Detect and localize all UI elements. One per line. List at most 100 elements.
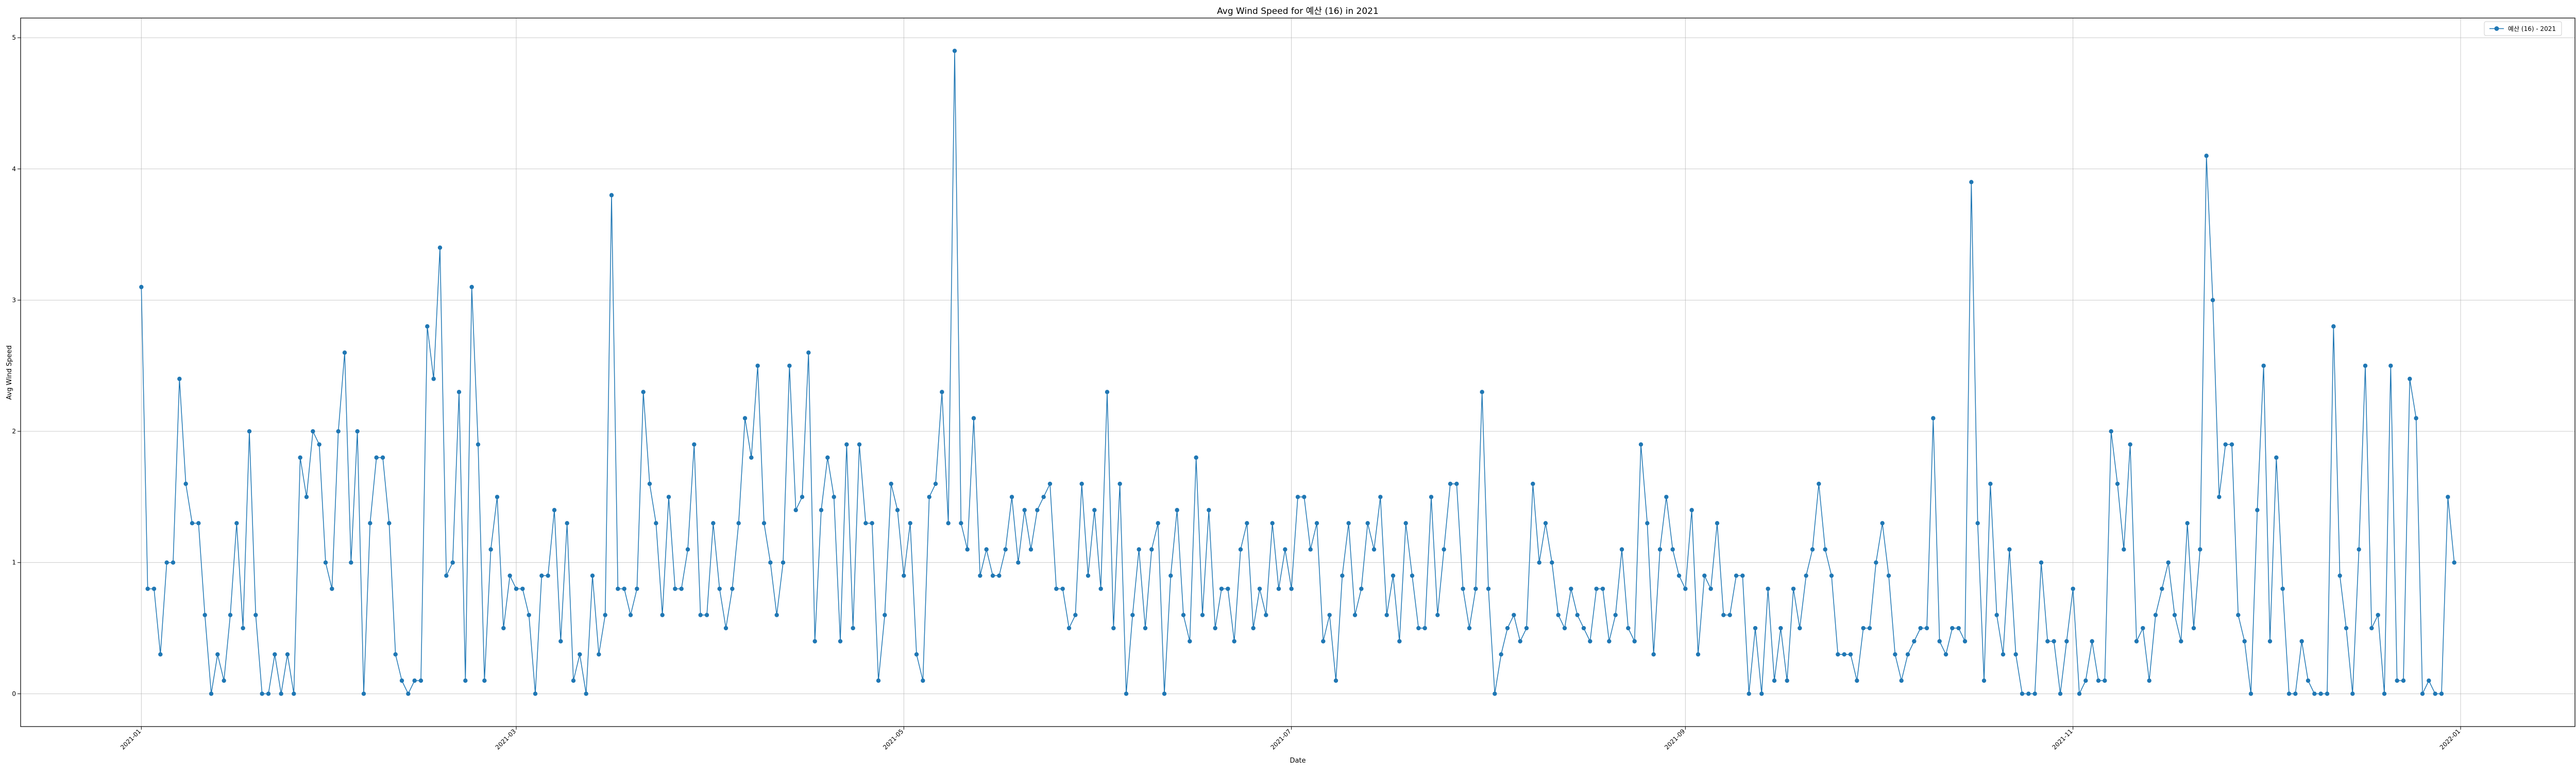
data-point [1829, 573, 1834, 578]
data-point [323, 560, 328, 565]
data-point [2026, 692, 2031, 696]
data-point [425, 324, 430, 329]
data-point [2306, 678, 2311, 683]
data-point [330, 586, 334, 591]
data-point [546, 573, 550, 578]
data-point [1276, 586, 1281, 591]
data-point [1391, 573, 1396, 578]
data-point [183, 481, 188, 486]
data-point [1734, 573, 1739, 578]
data-point [215, 652, 220, 657]
data-point [806, 350, 811, 355]
data-point [387, 521, 392, 526]
data-point [698, 613, 703, 617]
data-point [2382, 692, 2387, 696]
data-point [952, 48, 957, 53]
data-point [2166, 560, 2171, 565]
data-point [2128, 442, 2132, 447]
x-axis-label: Date [1290, 757, 1306, 765]
data-point [2446, 495, 2450, 499]
data-point [444, 573, 449, 578]
data-point [2071, 586, 2075, 591]
data-point [1613, 613, 1618, 617]
data-point [812, 639, 817, 644]
data-point [247, 429, 252, 434]
data-point [342, 350, 347, 355]
data-point [1207, 508, 1211, 513]
data-point [1937, 639, 1942, 644]
data-point [1893, 652, 1897, 657]
data-point [1537, 560, 1541, 565]
data-point [997, 573, 1002, 578]
data-point [1117, 481, 1122, 486]
data-point [1702, 573, 1707, 578]
data-point [1213, 626, 1217, 631]
data-point [1384, 613, 1389, 617]
data-point [832, 495, 836, 499]
data-point [1518, 639, 1522, 644]
data-point [2261, 363, 2266, 368]
data-point [2267, 639, 2273, 644]
data-point [1651, 652, 1656, 657]
data-point [552, 508, 557, 513]
data-point [597, 652, 601, 657]
data-point [1715, 521, 1720, 526]
data-point [2452, 560, 2456, 565]
data-point [1880, 521, 1885, 526]
data-point [151, 586, 157, 591]
data-point [1753, 626, 1758, 631]
data-point [2115, 481, 2120, 486]
data-point [234, 521, 239, 526]
data-point [578, 652, 582, 657]
data-point [755, 363, 760, 368]
data-point [1810, 547, 1815, 552]
data-point [2096, 678, 2101, 683]
data-point [1581, 626, 1586, 631]
data-point [488, 547, 493, 552]
data-point [2210, 298, 2215, 302]
data-point [1645, 521, 1650, 526]
data-point [412, 678, 417, 683]
data-point [2090, 639, 2094, 644]
data-point [1848, 652, 1853, 657]
data-point [2388, 363, 2393, 368]
data-point [2248, 692, 2253, 696]
y-tick-label: 4 [12, 165, 16, 173]
data-point [209, 692, 214, 696]
data-point [2217, 495, 2222, 499]
y-tick-label: 3 [12, 296, 16, 304]
data-point [2242, 639, 2247, 644]
plot-area-frame [20, 18, 2575, 727]
data-point [1943, 652, 1948, 657]
data-point [1359, 586, 1364, 591]
data-point [2058, 692, 2063, 696]
data-point [749, 455, 754, 460]
data-point [2223, 442, 2228, 447]
data-point [965, 547, 970, 552]
data-point [1467, 626, 1472, 631]
series-layer [139, 48, 2456, 696]
data-point [978, 573, 982, 578]
y-tick-label: 2 [12, 428, 16, 435]
data-point [1435, 613, 1440, 617]
data-point [1556, 613, 1561, 617]
data-point [685, 547, 690, 552]
data-point [266, 692, 271, 696]
data-point [1461, 586, 1465, 591]
data-point [1035, 508, 1040, 513]
data-point [2077, 692, 2082, 696]
data-point [1143, 626, 1148, 631]
data-point [1245, 521, 1249, 526]
data-point [921, 678, 925, 683]
data-point [1778, 626, 1783, 631]
data-point [527, 613, 531, 617]
data-point [1657, 547, 1663, 552]
data-point [1988, 481, 1993, 486]
data-point [609, 193, 614, 197]
data-point [1327, 613, 1332, 617]
data-point [1683, 586, 1688, 591]
data-point [2160, 586, 2164, 591]
data-point [838, 639, 843, 644]
